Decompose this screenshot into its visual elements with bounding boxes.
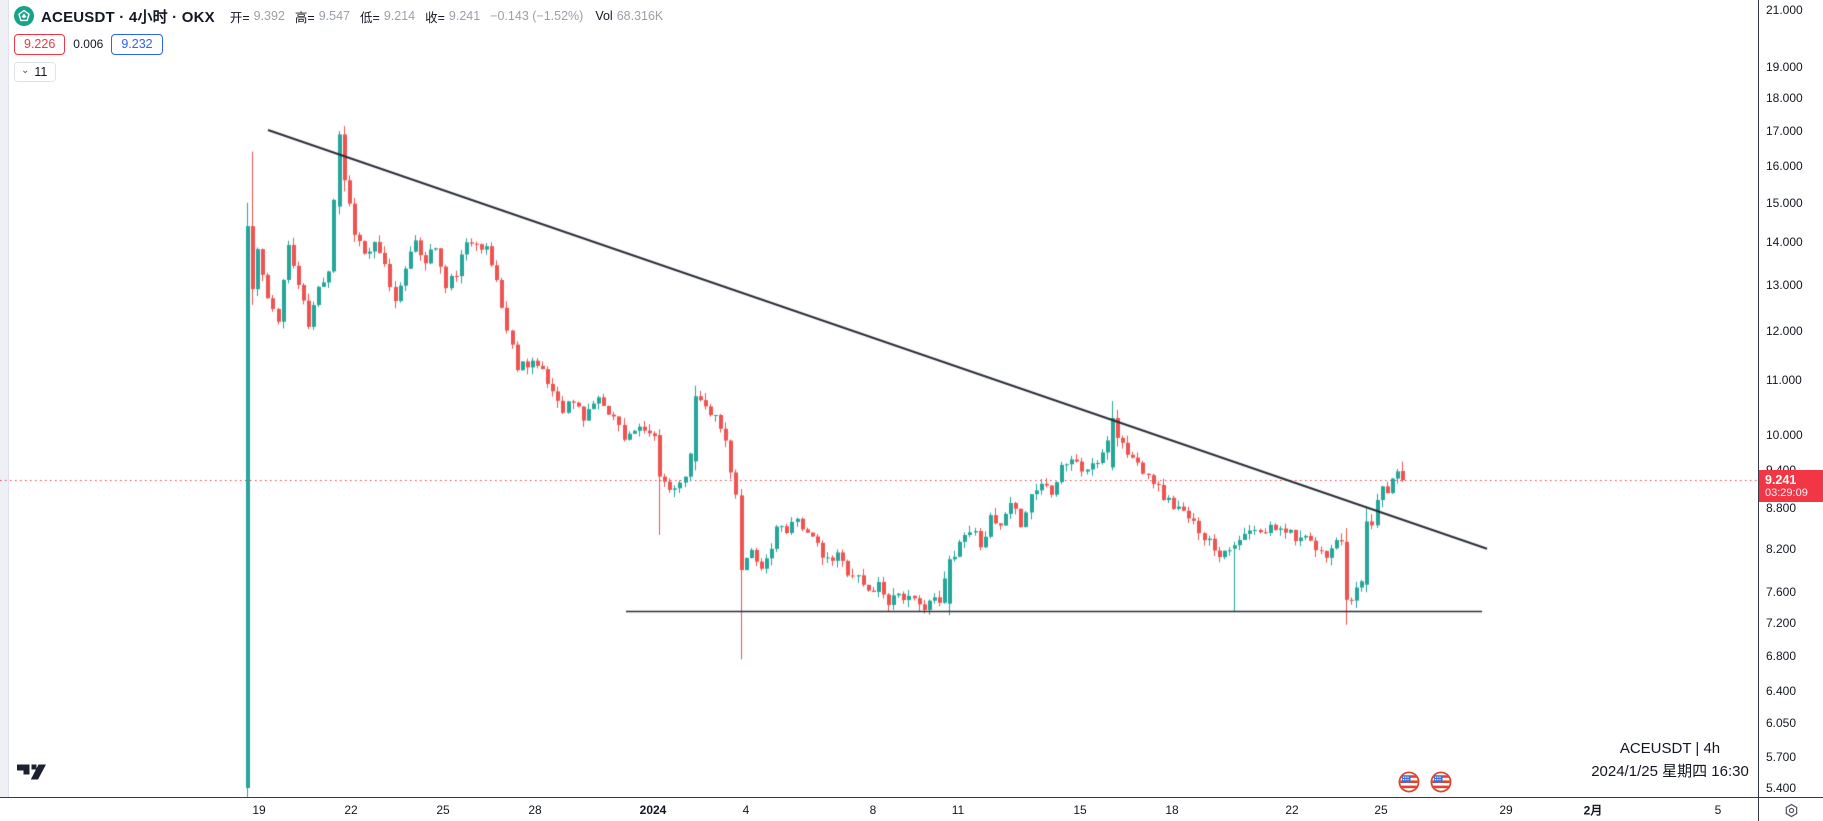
close-value: 9.241 [448,9,481,23]
high-label: 高= [294,10,315,25]
high-value: 9.547 [318,9,350,23]
price-tick-label: 6.400 [1766,683,1797,698]
time-tick-label: 15 [1073,803,1087,817]
time-tick-label: 28 [528,803,542,817]
bid-price-button[interactable]: 9.226 [14,33,66,55]
price-axis[interactable]: 21.000 19.000 18.000 17.000 16.000 15.000 14.0… [1758,0,1823,797]
time-tick-label: 25 [1374,803,1388,817]
price-tick-label: 12.000 [1766,323,1803,338]
price-tick-label: 5.400 [1766,781,1797,795]
price-tick-label: 10.000 [1766,428,1803,443]
price-tick-label: 15.000 [1766,195,1803,210]
price-tick-label: 11.000 [1766,373,1802,388]
flag-icon[interactable] [1398,771,1420,793]
price-tick-label: 6.800 [1766,648,1797,663]
low-label: 低= [360,10,380,25]
price-tick-label: 13.000 [1766,277,1803,292]
watermark-datetime: 2024/1/25 星期四 16:30 [1591,763,1749,780]
indicators-collapse-button[interactable]: ⌄ 11 [14,62,57,82]
symbol-title[interactable]: ACEUSDT · 4小时 · OKX [41,8,215,26]
watermark-symbol: ACEUSDT | 4h [1619,740,1721,757]
chart-canvas[interactable] [0,0,1759,797]
time-tick-label: 18 [1165,803,1179,817]
tradingview-logo[interactable] [17,763,46,785]
time-tick-label: 29 [1499,803,1513,817]
flag-icon[interactable] [1430,771,1452,793]
price-tick-label: 7.600 [1766,585,1797,600]
price-tick-label: 6.050 [1766,715,1797,730]
price-tick-label: 14.000 [1766,235,1803,250]
time-tick-label: 22 [344,803,358,817]
price-tick-label: 19.000 [1766,60,1803,75]
bar-countdown: 03:29:09 [1765,486,1808,499]
price-tick-label: 18.000 [1766,91,1803,106]
chart-settings-button[interactable] [1758,797,1823,821]
price-tick-label: 21.000 [1766,3,1803,17]
ohlc-readout: 开= 9.392 高= 9.547 低= 9.214 收= 9.241 −0.143 (… [230,7,669,26]
indicator-count: 11 [34,65,48,79]
time-tick-label: 8 [869,803,877,817]
gear-icon [1785,803,1797,817]
price-tick-label: 7.200 [1766,616,1797,631]
low-value: 9.214 [383,9,416,23]
chart-watermark: ACEUSDT | 4h 2024/1/25 星期四 16:30 [1500,737,1823,783]
time-tick-label: 4 [742,803,750,817]
volume-value: 68.316K [616,9,664,23]
chevron-down-icon: ⌄ [21,65,30,76]
change-value: −0.143 (−1.52%) [490,9,584,23]
spread-value: 0.006 [73,37,104,51]
time-tick-label: 25 [436,803,450,817]
time-tick-label: 2024 [639,803,667,817]
price-tick-label: 17.000 [1766,124,1803,139]
current-price-tag: 9.241 03:29:09 [1759,470,1823,503]
time-tick-label: 19 [252,803,266,817]
open-value: 9.392 [253,9,285,23]
time-tick-label: 22 [1285,803,1299,817]
ace-coin-icon [14,6,34,26]
time-axis[interactable]: 19 22 25 28 2024 4 8 11 15 18 22 25 29 2月 5 [0,797,1823,821]
time-tick-label: 5 [1714,803,1722,817]
close-label: 收= [425,10,445,25]
price-tick-label: 8.200 [1766,541,1797,556]
price-tick-label: 5.700 [1766,750,1797,765]
time-tick-label: 11 [951,803,965,817]
current-price: 9.241 [1765,472,1797,487]
open-label: 开= [229,10,250,25]
price-tick-label: 16.000 [1766,158,1803,173]
chart-header: ACEUSDT · 4小时 · OKX 开= 9.392 高= 9.547 低= 9.… [14,4,669,82]
volume-label: Vol [595,9,613,23]
price-tick-label: 8.800 [1766,501,1797,516]
ask-price-button[interactable]: 9.232 [111,33,163,55]
time-tick-label: 2月 [1583,803,1603,818]
